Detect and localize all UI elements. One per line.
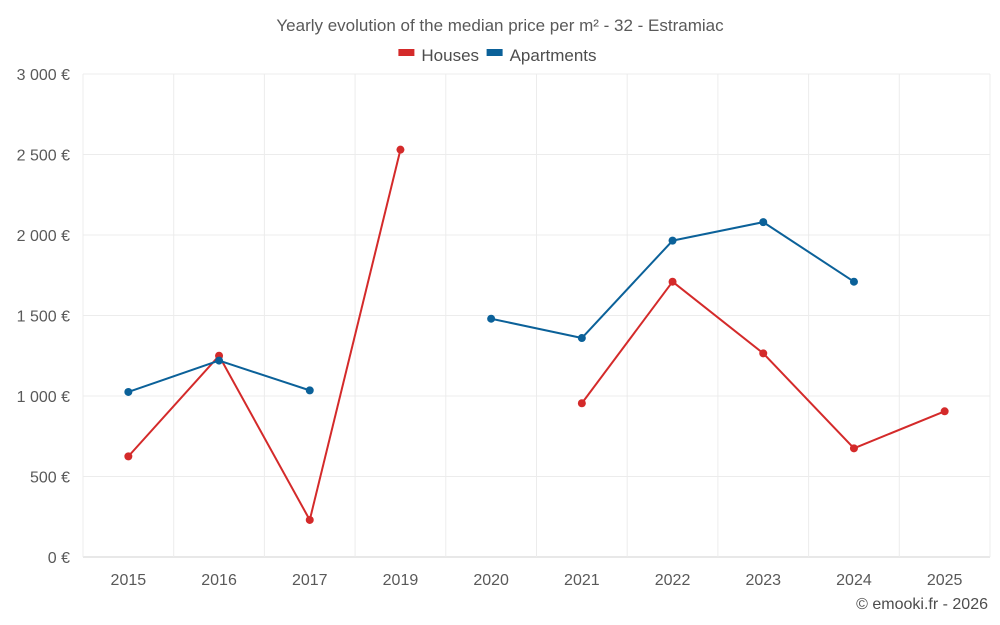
chart-title: Yearly evolution of the median price per… — [276, 16, 724, 35]
apartments-line-segment — [218, 359, 311, 392]
houses-line-segment — [581, 281, 674, 404]
houses-point[interactable] — [668, 277, 677, 286]
houses-point[interactable] — [124, 452, 133, 461]
apartments-line-segment — [581, 239, 674, 339]
credit-text: © emooki.fr - 2026 — [856, 596, 988, 613]
x-tick-label: 2016 — [201, 572, 237, 589]
apartments-point[interactable] — [305, 386, 314, 395]
x-tick-label: 2015 — [111, 572, 147, 589]
x-tick-label: 2017 — [292, 572, 328, 589]
houses-line-segment — [218, 355, 311, 521]
legend-swatch-apartments — [486, 49, 503, 56]
y-tick-label: 0 € — [48, 550, 70, 567]
series-houses — [124, 145, 949, 524]
x-tick-label: 2019 — [383, 572, 419, 589]
x-axis: 2015 2016 2017 2019 2020 2021 2022 2023 2024 2025 — [111, 572, 963, 589]
x-tick-label: 2024 — [836, 572, 872, 589]
series-group — [124, 145, 949, 524]
apartments-point[interactable] — [577, 334, 586, 343]
apartments-line-segment — [490, 317, 583, 340]
legend-swatch-houses — [398, 49, 415, 56]
x-tick-label: 2022 — [655, 572, 691, 589]
apartments-line-segment — [128, 359, 220, 393]
gridlines — [82, 73, 991, 558]
apartments-point[interactable] — [124, 387, 133, 396]
legend: Houses Apartments — [398, 46, 597, 65]
series-apartments — [124, 218, 858, 396]
apartments-point[interactable] — [487, 314, 496, 323]
apartments-point[interactable] — [849, 277, 858, 286]
x-tick-label: 2023 — [745, 572, 781, 589]
legend-label-houses[interactable]: Houses — [421, 46, 479, 65]
houses-point[interactable] — [577, 399, 586, 408]
x-tick-label: 2025 — [927, 572, 963, 589]
apartments-point[interactable] — [759, 218, 768, 227]
apartments-point[interactable] — [215, 356, 224, 365]
legend-label-apartments[interactable]: Apartments — [510, 46, 597, 65]
houses-point[interactable] — [849, 444, 858, 453]
apartments-point[interactable] — [668, 236, 677, 245]
y-tick-label: 1 500 € — [17, 309, 70, 326]
y-tick-label: 3 000 € — [17, 67, 70, 84]
apartments-line-segment — [672, 221, 764, 242]
apartments-line-segment — [762, 221, 855, 283]
y-tick-label: 500 € — [30, 470, 70, 487]
x-tick-label: 2021 — [564, 572, 600, 589]
y-tick-label: 2 500 € — [17, 148, 70, 165]
y-axis: 0 € 500 € 1 000 € 1 500 € 2 000 € 2 500 € 3 00… — [17, 67, 70, 567]
houses-line-segment — [127, 355, 220, 458]
y-tick-label: 2 000 € — [17, 228, 70, 245]
houses-point[interactable] — [940, 407, 949, 416]
houses-line-segment — [853, 410, 946, 450]
y-tick-label: 1 000 € — [17, 389, 70, 406]
houses-line-segment — [308, 149, 402, 521]
houses-point[interactable] — [759, 349, 768, 358]
houses-line-segment — [762, 352, 855, 450]
houses-line-segment — [671, 280, 764, 355]
x-tick-label: 2020 — [473, 572, 509, 589]
houses-point[interactable] — [396, 145, 405, 154]
houses-point[interactable] — [305, 515, 314, 524]
